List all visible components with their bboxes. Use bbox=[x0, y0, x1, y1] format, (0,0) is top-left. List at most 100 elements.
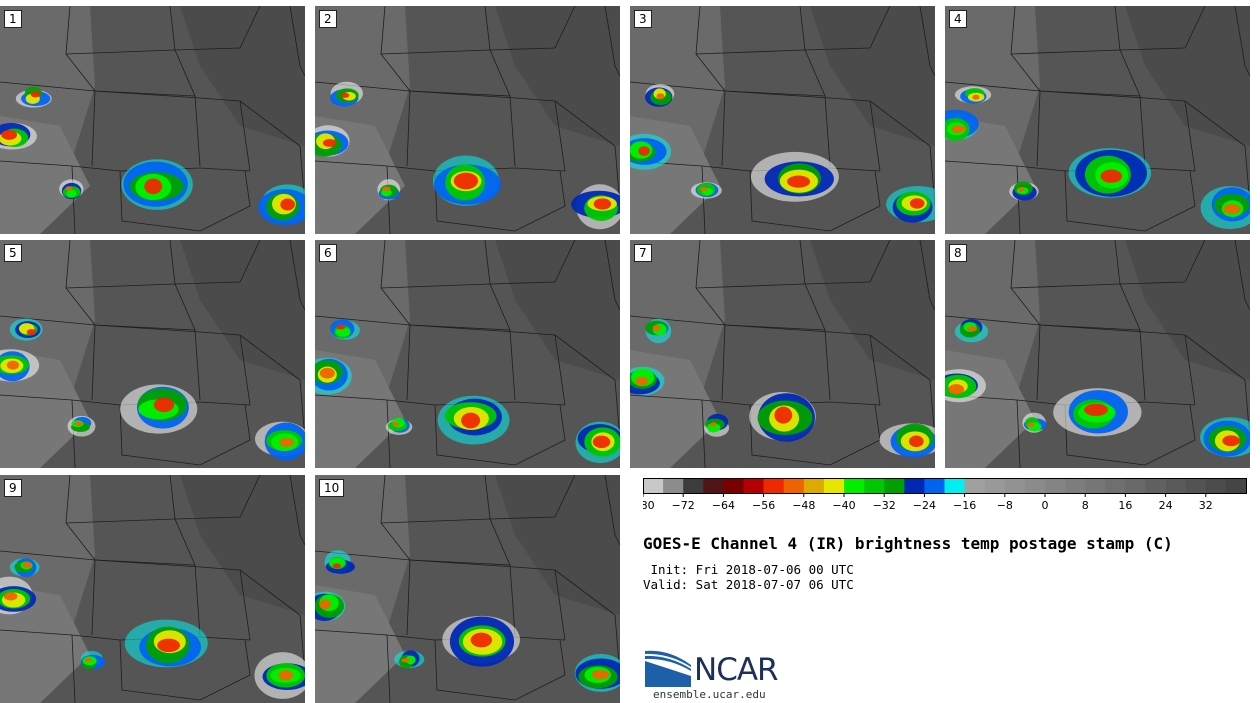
colorbar-segment bbox=[643, 479, 664, 493]
convective-clouds bbox=[630, 84, 935, 223]
colorbar-segment bbox=[743, 479, 764, 493]
valid-time: Valid: Sat 2018-07-07 06 UTC bbox=[643, 577, 854, 592]
colorbar-tick-label: −24 bbox=[913, 499, 936, 512]
colorbar-outline bbox=[643, 478, 1247, 494]
colorbar-segment bbox=[964, 479, 985, 493]
forecast-panel-6: 6 bbox=[315, 240, 620, 468]
colorbar-segment bbox=[1145, 479, 1166, 493]
satellite-map bbox=[0, 240, 305, 468]
panel-label: 10 bbox=[319, 479, 345, 497]
colorbar-tick-label: −8 bbox=[997, 499, 1013, 512]
colorbar-segment bbox=[1205, 479, 1227, 493]
state-borders bbox=[630, 240, 935, 468]
colorbar-segment bbox=[763, 479, 784, 493]
panel-label: 9 bbox=[4, 479, 22, 497]
forecast-panel-1: 1 bbox=[0, 6, 305, 234]
colorbar-segment bbox=[723, 479, 744, 493]
colorbar-segment bbox=[1125, 479, 1146, 493]
forecast-panel-8: 8 bbox=[945, 240, 1250, 468]
colorbar-segment bbox=[864, 479, 885, 493]
state-borders bbox=[315, 475, 620, 703]
state-borders bbox=[0, 475, 305, 703]
colorbar-tick-label: 0 bbox=[1042, 499, 1049, 512]
colorbar-tick-label: −80 bbox=[643, 499, 655, 512]
forecast-panel-4: 4 bbox=[945, 6, 1250, 234]
colorbar-segment bbox=[884, 479, 905, 493]
state-borders bbox=[945, 6, 1250, 234]
colorbar-segment bbox=[984, 479, 1006, 493]
panel-label: 7 bbox=[634, 244, 652, 262]
colorbar-segment bbox=[1065, 479, 1086, 493]
satellite-map bbox=[630, 240, 935, 468]
panel-label: 2 bbox=[319, 10, 337, 28]
colorbar-segment bbox=[1004, 479, 1026, 493]
colorbar-segment bbox=[1105, 479, 1126, 493]
convective-clouds bbox=[315, 550, 620, 692]
colorbar-segment bbox=[1185, 479, 1207, 493]
state-borders bbox=[315, 6, 620, 234]
satellite-map bbox=[0, 475, 305, 703]
convective-clouds bbox=[0, 318, 305, 461]
colorbar-segment bbox=[904, 479, 925, 493]
colorbar-tick-label: −40 bbox=[832, 499, 855, 512]
convective-clouds bbox=[315, 81, 620, 230]
colorbar-tick-label: 24 bbox=[1159, 499, 1173, 512]
state-borders bbox=[630, 6, 935, 234]
satellite-map bbox=[315, 6, 620, 234]
ncar-logo bbox=[645, 650, 691, 687]
convective-clouds bbox=[945, 86, 1250, 230]
colorbar-segment bbox=[683, 479, 704, 493]
satellite-map bbox=[945, 240, 1250, 468]
panel-label: 3 bbox=[634, 10, 652, 28]
panel-label: 1 bbox=[4, 10, 22, 28]
forecast-panel-7: 7 bbox=[630, 240, 935, 468]
state-borders bbox=[0, 240, 305, 468]
satellite-map bbox=[315, 475, 620, 703]
satellite-map bbox=[945, 6, 1250, 234]
forecast-panel-9: 9 bbox=[0, 475, 305, 703]
colorbar-segment bbox=[1045, 479, 1066, 493]
colorbar-segment bbox=[663, 479, 684, 493]
colorbar-segment bbox=[1165, 479, 1186, 493]
colorbar-segment bbox=[783, 479, 805, 493]
convective-clouds bbox=[0, 558, 305, 699]
panel-label: 4 bbox=[949, 10, 967, 28]
panel-label: 5 bbox=[4, 244, 22, 262]
forecast-panel-5: 5 bbox=[0, 240, 305, 468]
state-borders bbox=[0, 6, 305, 234]
satellite-map bbox=[630, 6, 935, 234]
colorbar-segment bbox=[803, 479, 825, 493]
colorbar-tick-label: 16 bbox=[1118, 499, 1132, 512]
forecast-panel-3: 3 bbox=[630, 6, 935, 234]
forecast-panel-2: 2 bbox=[315, 6, 620, 234]
panel-label: 6 bbox=[319, 244, 337, 262]
init-time: Init: Fri 2018-07-06 00 UTC bbox=[643, 562, 854, 577]
colorbar-tick-label: 32 bbox=[1199, 499, 1213, 512]
colorbar-tick-label: −16 bbox=[953, 499, 976, 512]
satellite-map bbox=[315, 240, 620, 468]
site-url[interactable]: ensemble.ucar.edu bbox=[653, 688, 766, 701]
colorbar-segment bbox=[703, 479, 724, 493]
convective-clouds bbox=[630, 318, 935, 458]
convective-clouds bbox=[945, 319, 1250, 457]
colorbar-segment bbox=[844, 479, 865, 493]
colorbar-tick-label: −32 bbox=[873, 499, 896, 512]
page-title: GOES-E Channel 4 (IR) brightness temp po… bbox=[643, 534, 1173, 553]
convective-clouds bbox=[0, 86, 305, 226]
colorbar-segment bbox=[924, 479, 945, 493]
colorbar-segment bbox=[1085, 479, 1106, 493]
panel-label: 8 bbox=[949, 244, 967, 262]
colorbar-tick-label: 8 bbox=[1082, 499, 1089, 512]
colorbar-segment bbox=[1024, 479, 1046, 493]
colorbar-tick-label: −64 bbox=[712, 499, 735, 512]
colorbar-tick-label: −56 bbox=[752, 499, 775, 512]
colorbar-tick-label: −72 bbox=[672, 499, 695, 512]
colorbar-segment bbox=[944, 479, 965, 493]
state-borders bbox=[315, 240, 620, 468]
colorbar-segment bbox=[1225, 479, 1247, 493]
convective-clouds bbox=[315, 319, 620, 464]
satellite-map bbox=[0, 6, 305, 234]
colorbar-segment bbox=[823, 479, 845, 493]
colorbar-tick-label: −48 bbox=[792, 499, 815, 512]
